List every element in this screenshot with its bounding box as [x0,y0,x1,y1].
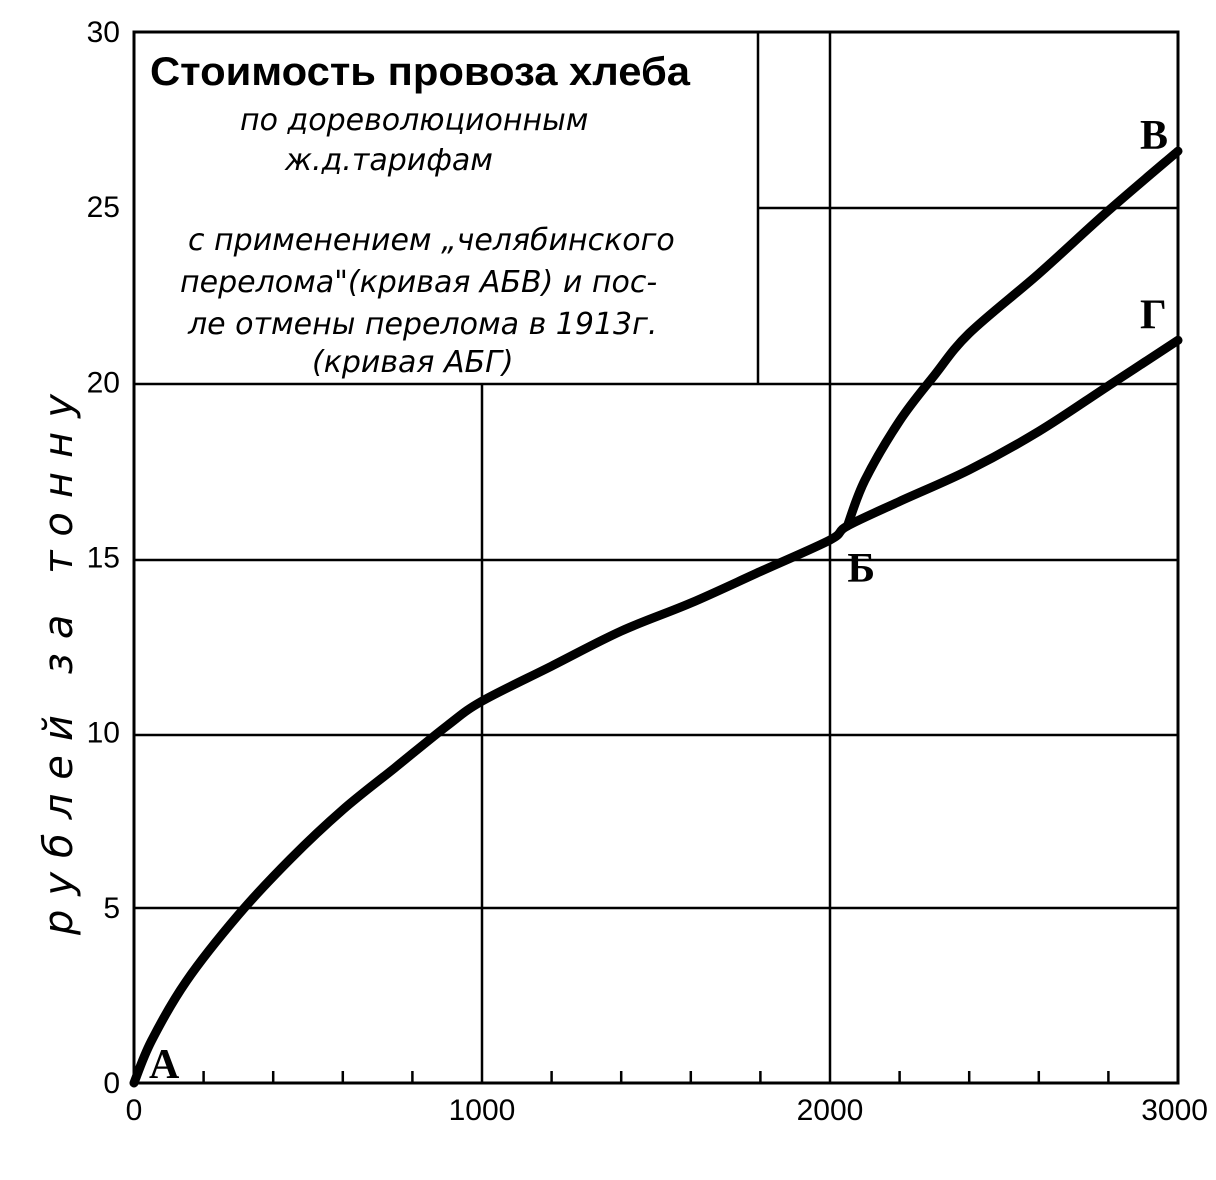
series-line-bv [842,146,1183,531]
x-tick-label: 3000 [1141,1094,1208,1127]
x-tick-label: 1000 [449,1094,516,1127]
series-layer [129,146,1183,1088]
chart-subtitle-line-1: по дореволюционным [240,103,588,138]
y-tick-labels: 0 5 10 15 20 25 30 [87,16,120,1100]
y-tick-label: 5 [103,892,120,925]
point-label: Б [847,546,875,592]
plot-frame [132,30,1180,1085]
point-labels: А Б В Г [149,113,1168,1088]
chart-note-line-3: ле отмены перелома в 1913г. [187,307,657,342]
y-tick-label: 25 [87,191,120,224]
y-tick-label: 15 [87,542,120,575]
point-label: А [149,1042,180,1088]
chart-note-line-1: с применением „челябинского [188,223,675,258]
chart-title: Стоимость провоза хлеба [150,50,691,94]
y-tick-label: 0 [103,1067,120,1100]
chart-note-line-4: (кривая АБГ) [312,345,514,380]
point-label: В [1140,113,1168,159]
chart-note-line-2: перелома"(кривая АБВ) и пос- [180,265,657,300]
series-line-abg [129,335,1183,1088]
x-tick-labels: 0 1000 2000 3000 [126,1094,1208,1127]
y-tick-label: 10 [87,717,120,750]
point-label: Г [1140,292,1167,338]
x-minor-ticks [202,1071,1110,1083]
chart-subtitle-line-2: ж.д.тарифам [284,143,493,178]
grid-lines [134,32,1178,1083]
y-axis-label: рублей за тонну [36,380,82,936]
x-tick-label: 2000 [797,1094,864,1127]
y-tick-label: 20 [87,366,120,399]
x-tick-label: 0 [126,1094,143,1127]
y-tick-label: 30 [87,16,120,49]
title-block: Стоимость провоза хлеба по дореволюционн… [150,50,691,380]
